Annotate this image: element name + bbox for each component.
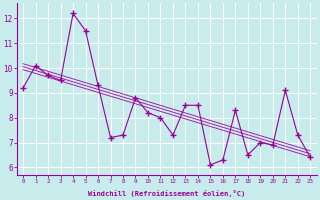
X-axis label: Windchill (Refroidissement éolien,°C): Windchill (Refroidissement éolien,°C) (88, 190, 245, 197)
